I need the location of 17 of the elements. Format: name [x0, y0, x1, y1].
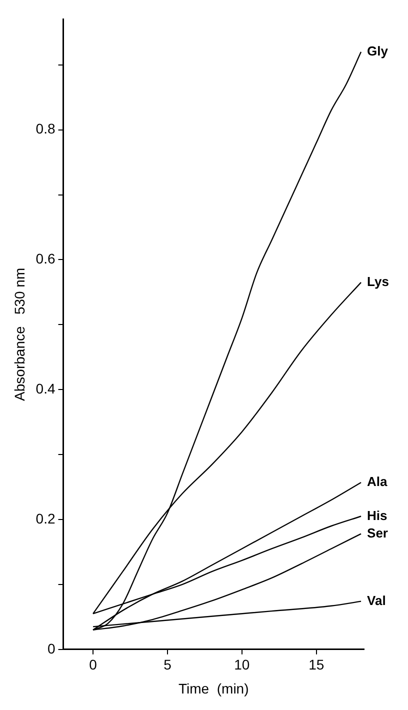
- y-tick-label: 0: [47, 640, 56, 656]
- x-tick-label: 10: [234, 656, 250, 673]
- series-label: Val: [367, 592, 386, 608]
- series-label: Ser: [367, 525, 388, 540]
- y-axis-title: Absorbance 530 nm: [11, 268, 28, 401]
- series-label: Gly: [367, 43, 389, 58]
- x-axis-title: Time (min): [178, 680, 249, 696]
- x-tick-label: 0: [89, 656, 98, 673]
- y-tick-label: 0.8: [36, 120, 56, 137]
- series-label: His: [367, 508, 388, 523]
- y-tick-label: 0.2: [36, 510, 56, 526]
- series-label: Ala: [367, 474, 388, 490]
- y-tick-label: 0.4: [36, 380, 56, 396]
- x-tick-label: 15: [308, 656, 324, 673]
- x-tick-label: 5: [164, 656, 172, 673]
- y-tick-label: 0.6: [36, 250, 56, 267]
- series-label: Lys: [367, 274, 389, 290]
